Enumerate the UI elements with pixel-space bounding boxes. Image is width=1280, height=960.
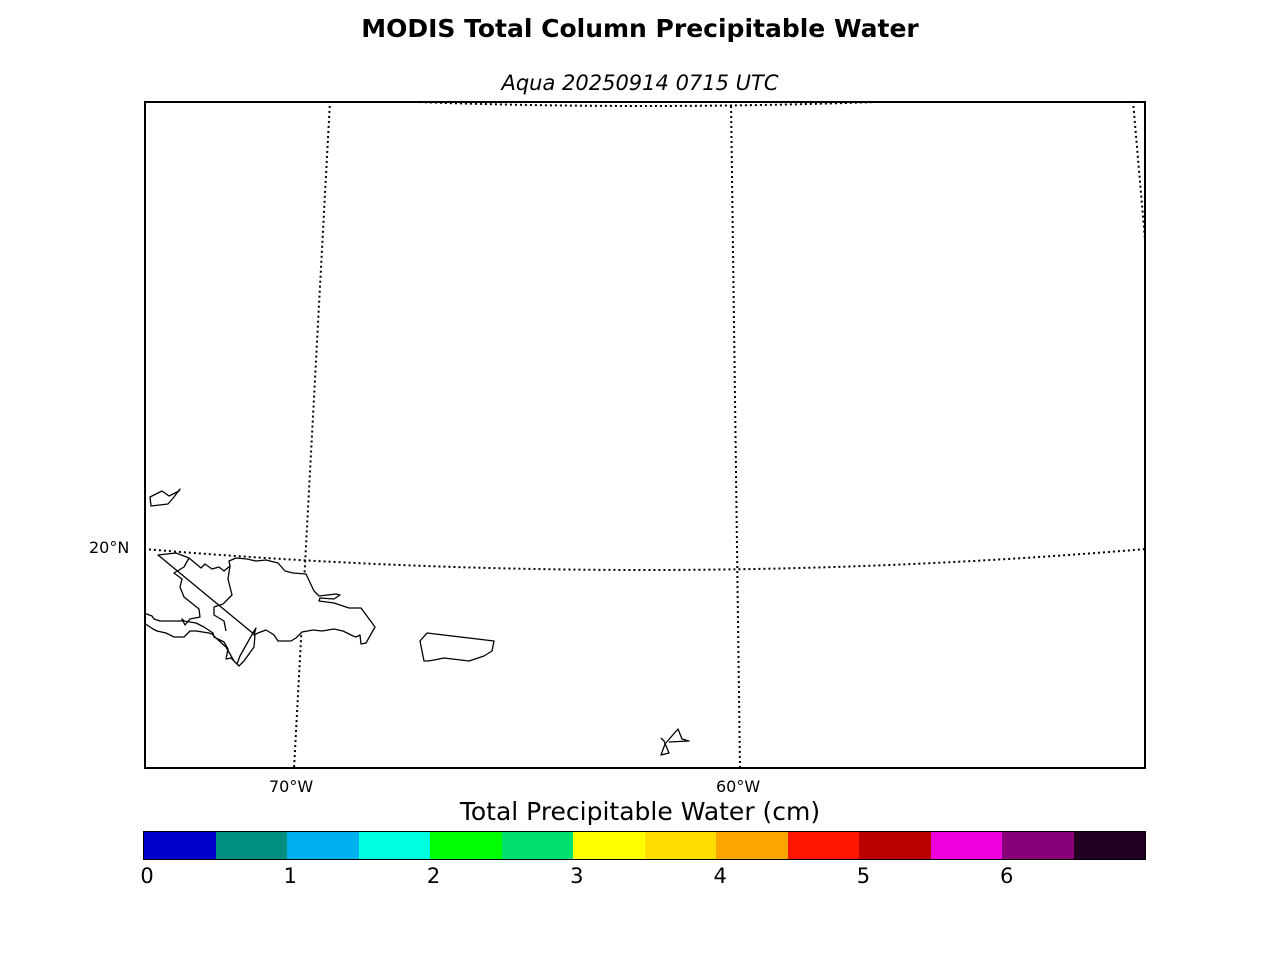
lon-label-60w: 60°W: [716, 777, 761, 796]
island-hispaniola: [144, 552, 376, 667]
island-puerto-rico: [419, 632, 495, 662]
colorbar-segment: [430, 832, 502, 859]
map-border: [144, 101, 1146, 769]
meridian-60w: [730, 101, 741, 769]
chart-subtitle: Aqua 20250914 0715 UTC: [501, 71, 779, 95]
map-background: [144, 101, 1146, 769]
chart-title: MODIS Total Column Precipitable Water: [361, 14, 919, 43]
colorbar-segment: [287, 832, 359, 859]
colorbar-tick-label: 6: [1000, 864, 1014, 888]
parallel-30n: [389, 101, 905, 107]
colorbar-segment: [144, 832, 216, 859]
graticule: [144, 101, 1146, 769]
colorbar-segment: [644, 832, 716, 859]
colorbar-tick-label: 1: [283, 864, 297, 888]
colorbar-segment: [859, 832, 931, 859]
colorbar-segment: [930, 832, 1002, 859]
map-panel: [144, 101, 1146, 769]
colorbar: [143, 831, 1146, 860]
lat-label-20n: 20°N: [89, 538, 130, 557]
colorbar-tick-label: 4: [713, 864, 727, 888]
colorbar-segment: [1073, 832, 1145, 859]
colorbar-segment: [215, 832, 287, 859]
parallel-20n: [144, 548, 1146, 571]
lon-label-70w: 70°W: [269, 777, 314, 796]
colorbar-segment: [787, 832, 859, 859]
meridian-70w: [293, 101, 331, 769]
colorbar-segment: [501, 832, 573, 859]
map-canvas: [144, 101, 1146, 769]
colorbar-tick-label: 2: [426, 864, 441, 888]
coastlines: [144, 488, 690, 756]
hispaniola-western-coast: [173, 557, 201, 626]
island-great-inagua: [149, 488, 181, 507]
colorbar-segment: [716, 832, 788, 859]
colorbar-title: Total Precipitable Water (cm): [459, 797, 821, 826]
island-guadeloupe: [660, 728, 690, 756]
colorbar-tick-label: 3: [570, 864, 584, 888]
colorbar-segment: [1002, 832, 1074, 859]
colorbar-tick-label: 5: [856, 864, 871, 888]
colorbar-tick-label: 0: [140, 864, 154, 888]
meridian-50w: [1132, 101, 1146, 252]
colorbar-segment: [358, 832, 430, 859]
colorbar-segment: [573, 832, 645, 859]
hispaniola-border: [213, 565, 233, 632]
